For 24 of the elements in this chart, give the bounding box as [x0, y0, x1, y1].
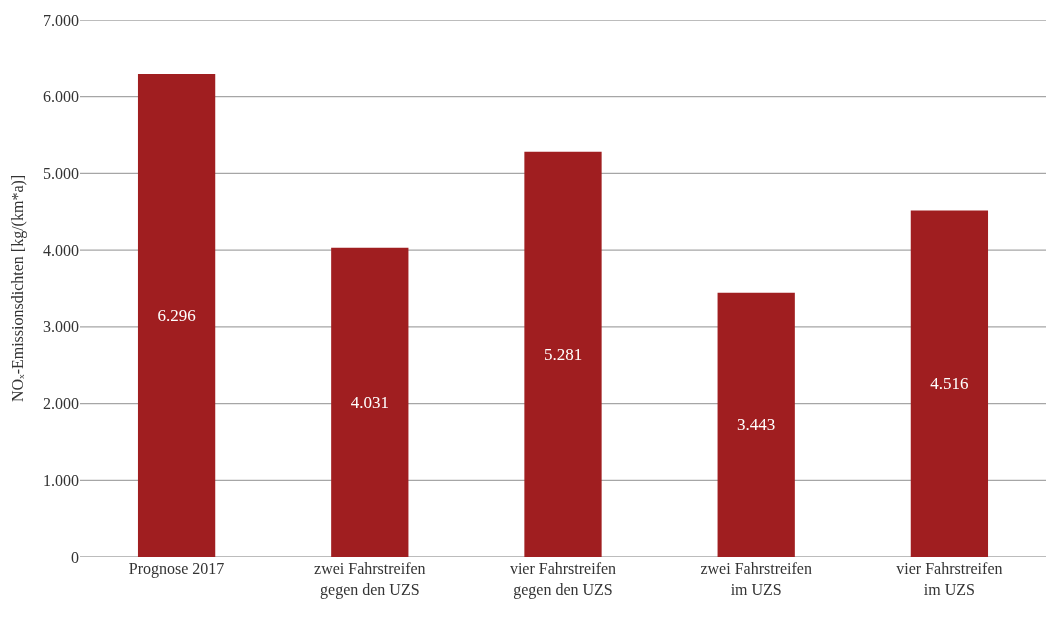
bar: [524, 151, 602, 557]
y-tick-label: 6.000: [43, 88, 79, 106]
bar: [717, 292, 795, 557]
y-tick-label: 1.000: [43, 471, 79, 489]
bar: [137, 74, 216, 557]
x-tick-label: vier Fahrstreifen gegen den UZS: [509, 560, 617, 599]
x-tick-label: zwei Fahrstreifen im UZS: [700, 560, 812, 598]
y-tick-label: 0: [71, 548, 79, 566]
x-tick-label: vier Fahrstreifen im UZS: [896, 560, 1003, 598]
y-axis-title: NOₓ-Emissionsdichten [kg/(km*a)]: [8, 174, 27, 403]
y-tick-label: 2.000: [43, 395, 79, 413]
y-tick-label: 7.000: [43, 11, 79, 29]
bar: [910, 210, 989, 557]
y-tick-label: 5.000: [43, 165, 79, 183]
bar: [331, 247, 409, 557]
y-tick-label: 3.000: [43, 318, 79, 336]
x-tick-label: Prognose 2017: [128, 560, 225, 578]
data-label: 4.516: [930, 374, 969, 394]
data-label: 4.031: [350, 392, 389, 412]
data-label: 5.281: [543, 344, 583, 364]
data-label: 6.296: [157, 306, 196, 326]
x-tick-label: zwei Fahrstreifen gegen den UZS: [314, 560, 426, 599]
y-tick-label: 4.000: [43, 241, 79, 259]
data-label: 3.443: [737, 415, 776, 435]
